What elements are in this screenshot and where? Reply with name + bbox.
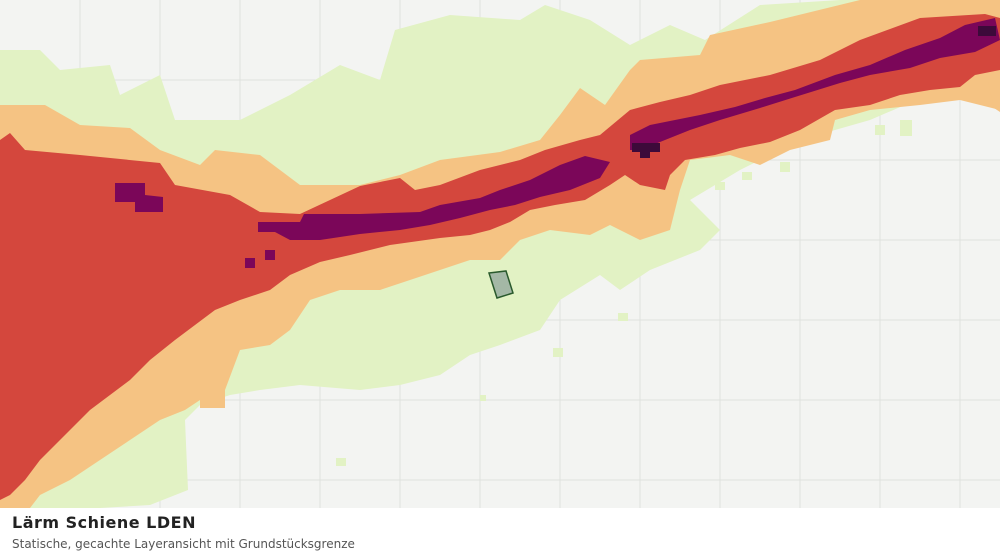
noise-map[interactable] [0,0,1000,508]
map-subtitle: Statische, gecachte Layeransicht mit Gru… [12,537,355,551]
map-title: Lärm Schiene LDEN [12,513,196,532]
noise-zone-level-4 [115,18,1000,268]
noise-zone-level-3 [0,14,1000,500]
map-caption: Lärm Schiene LDEN Statische, gecachte La… [0,508,1000,560]
map-canvas[interactable] [0,0,1000,508]
parcel-boundary[interactable] [488,270,514,299]
noise-zone-level-5 [632,26,996,158]
